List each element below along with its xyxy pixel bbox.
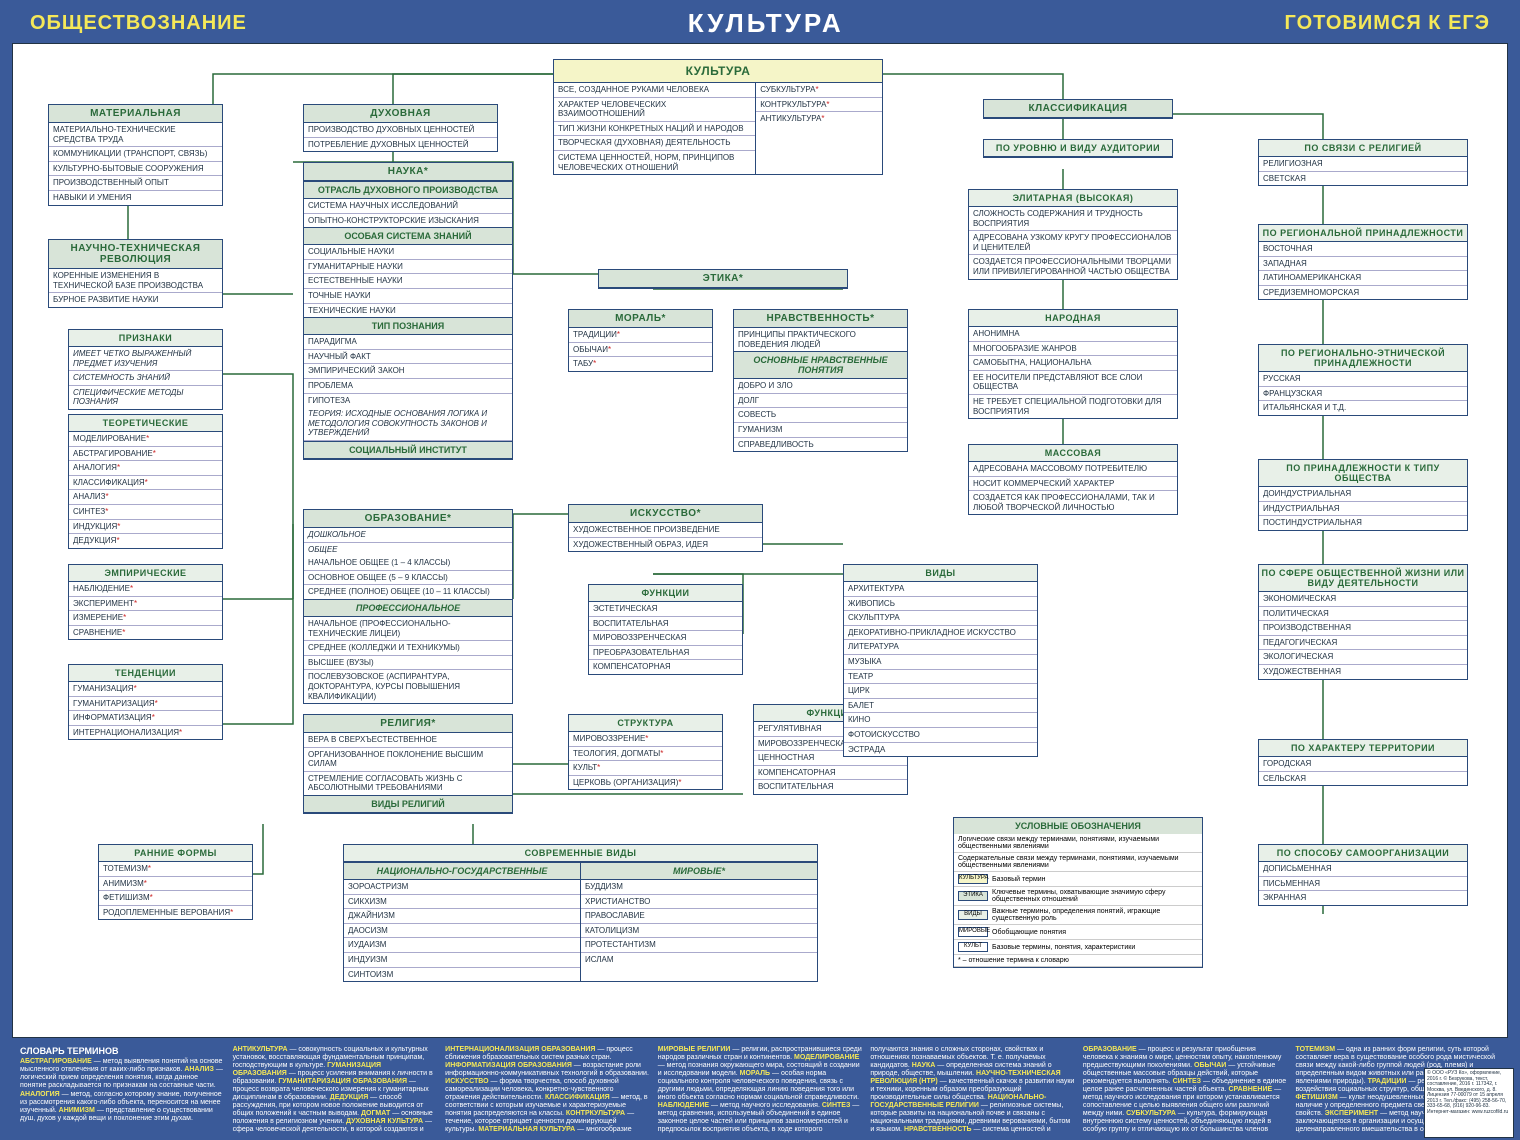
box-material: МАТЕРИАЛЬНАЯ МАТЕРИАЛЬНО-ТЕХНИЧЕСКИЕ СРЕ… — [48, 104, 223, 206]
kultura-title: КУЛЬТУРА — [554, 60, 882, 83]
gloss-4: получаются знания о сложных сторонах, св… — [870, 1046, 1075, 1130]
box-po-region: ПО РЕГИОНАЛЬНОЙ ПРИНАДЛЕЖНОСТИ ВОСТОЧНАЯ… — [1258, 224, 1468, 300]
material-rows: МАТЕРИАЛЬНО-ТЕХНИЧЕСКИЕ СРЕДСТВА ТРУДАКО… — [49, 123, 222, 205]
gloss-3: МИРОВЫЕ РЕЛИГИИ — религии, распространив… — [658, 1046, 863, 1130]
gloss-5: ОБРАЗОВАНИЕ — процесс и результат приобщ… — [1083, 1046, 1288, 1130]
box-empir: ЭМПИРИЧЕСКИЕ НАБЛЮДЕНИЕ*ЭКСПЕРИМЕНТ*ИЗМЕ… — [68, 564, 223, 640]
box-po-sfere: ПО СФЕРЕ ОБЩЕСТВЕННОЙ ЖИЗНИ ИЛИ ВИДУ ДЕЯ… — [1258, 564, 1468, 680]
header-left: ОБЩЕСТВОЗНАНИЕ — [30, 12, 247, 35]
sovrem-rows1: ЗОРОАСТРИЗМСИКХИЗМДЖАЙНИЗМДАОСИЗМИУДАИЗМ… — [344, 880, 580, 981]
box-funkcii1: ФУНКЦИИ ЭСТЕТИЧЕСКАЯВОСПИТАТЕЛЬНАЯМИРОВО… — [588, 584, 743, 675]
box-duhovnaya: ДУХОВНАЯ ПРОИЗВОДСТВО ДУХОВНЫХ ЦЕННОСТЕЙ… — [303, 104, 498, 152]
obraz-rows-i: ДОШКОЛЬНОЕОБЩЕЕ — [304, 528, 512, 556]
box-etika: ЭТИКА* — [598, 269, 848, 289]
vidy-rows: АРХИТЕКТУРАЖИВОПИСЬСКУЛЬПТУРАДЕКОРАТИВНО… — [844, 582, 1037, 756]
nauka-rows2: СОЦИАЛЬНЫЕ НАУКИГУМАНИТАРНЫЕ НАУКИЕСТЕСТ… — [304, 245, 512, 317]
po_region-rows: ВОСТОЧНАЯЗАПАДНАЯЛАТИНОАМЕРИКАНСКАЯСРЕДИ… — [1259, 242, 1467, 299]
moral-rows: ТРАДИЦИИ*ОБЫЧАИ*ТАБУ* — [569, 328, 712, 371]
nrav-rows2: ДОБРО И ЗЛОДОЛГСОВЕСТЬГУМАНИЗМСПРАВЕДЛИВ… — [734, 379, 907, 451]
box-po-tipu: ПО ПРИНАДЛЕЖНОСТИ К ТИПУ ОБЩЕСТВА ДОИНДУ… — [1258, 459, 1468, 531]
header: ОБЩЕСТВОЗНАНИЕ КУЛЬТУРА ГОТОВИМСЯ К ЕГЭ — [0, 0, 1520, 43]
box-nauka: НАУКА* ОТРАСЛЬ ДУХОВНОГО ПРОИЗВОДСТВА СИ… — [303, 162, 513, 460]
publisher-info: © ООО «РУЗ Ко», оформление, 2016 г. © Бе… — [1424, 1068, 1508, 1134]
elitar-rows: СЛОЖНОСТЬ СОДЕРЖАНИЯ И ТРУДНОСТЬ ВОСПРИЯ… — [969, 207, 1177, 279]
teoret-rows: МОДЕЛИРОВАНИЕ*АБСТРАГИРОВАНИЕ*АНАЛОГИЯ*К… — [69, 432, 222, 548]
diagram-canvas: КУЛЬТУРА ВСЕ, СОЗДАННОЕ РУКАМИ ЧЕЛОВЕКАХ… — [12, 43, 1508, 1038]
rannie-rows: ТОТЕМИЗМ*АНИМИЗМ*ФЕТИШИЗМ*РОДОПЛЕМЕННЫЕ … — [99, 862, 252, 919]
struktura-rows: МИРОВОЗЗРЕНИЕ*ТЕОЛОГИЯ, ДОГМАТЫ*КУЛЬТ*ЦЕ… — [569, 732, 722, 789]
religia-rows: ВЕРА В СВЕРХЪЕСТЕСТВЕННОЕОРГАНИЗОВАННОЕ … — [304, 733, 512, 795]
box-po-urovnyu: ПО УРОВНЮ И ВИДУ АУДИТОРИИ — [983, 139, 1173, 158]
box-sovrem: СОВРЕМЕННЫЕ ВИДЫ НАЦИОНАЛЬНО-ГОСУДАРСТВЕ… — [343, 844, 818, 982]
gloss-2: ИНТЕРНАЦИОНАЛИЗАЦИЯ ОБРАЗОВАНИЯ — процес… — [445, 1046, 650, 1130]
box-moral: МОРАЛЬ* ТРАДИЦИИ*ОБЫЧАИ*ТАБУ* — [568, 309, 713, 372]
box-nrav: НРАВСТВЕННОСТЬ* ПРИНЦИПЫ ПРАКТИЧЕСКОГО П… — [733, 309, 908, 452]
header-center: КУЛЬТУРА — [688, 8, 844, 39]
box-iskusstvo: ИСКУССТВО* ХУДОЖЕСТВЕННОЕ ПРОИЗВЕДЕНИЕХУ… — [568, 504, 763, 552]
funkcii1-rows: ЭСТЕТИЧЕСКАЯВОСПИТАТЕЛЬНАЯМИРОВОЗЗРЕНЧЕС… — [589, 602, 742, 674]
sovrem-rows2: БУДДИЗМХРИСТИАНСТВОПРАВОСЛАВИЕКАТОЛИЦИЗМ… — [581, 880, 817, 967]
nauka-rows3: ПАРАДИГМАНАУЧНЫЙ ФАКТЭМПИРИЧЕСКИЙ ЗАКОНП… — [304, 335, 512, 407]
obraz-rows2: НАЧАЛЬНОЕ (ПРОФЕССИОНАЛЬНО-ТЕХНИЧЕСКИЕ Л… — [304, 617, 512, 703]
po_etnic-rows: РУССКАЯФРАНЦУЗСКАЯИТАЛЬЯНСКАЯ И Т.Д. — [1259, 372, 1467, 415]
mass-rows: АДРЕСОВАНА МАССОВОМУ ПОТРЕБИТЕЛЮНОСИТ КО… — [969, 462, 1177, 514]
gloss-1: АНТИКУЛЬТУРА — совокупность социальных и… — [233, 1046, 438, 1130]
box-ntr: НАУЧНО-ТЕХНИЧЕСКАЯ РЕВОЛЮЦИЯ КОРЕННЫЕ ИЗ… — [48, 239, 223, 308]
box-narod: НАРОДНАЯ АНОНИМНАМНОГООБРАЗИЕ ЖАНРОВСАМО… — [968, 309, 1178, 419]
box-priznaki: ПРИЗНАКИ ИМЕЕТ ЧЕТКО ВЫРАЖЕННЫЙ ПРЕДМЕТ … — [68, 329, 223, 410]
po_samoorg-rows: ДОПИСЬМЕННАЯПИСЬМЕННАЯЭКРАННАЯ — [1259, 862, 1467, 905]
box-klass: КЛАССИФИКАЦИЯ — [983, 99, 1173, 119]
box-po-religii: ПО СВЯЗИ С РЕЛИГИЕЙ РЕЛИГИОЗНАЯСВЕТСКАЯ — [1258, 139, 1468, 186]
gloss-0: АБСТРАГИРОВАНИЕ — метод выявления поняти… — [20, 1058, 225, 1122]
po_sfere-rows: ЭКОНОМИЧЕСКАЯПОЛИТИЧЕСКАЯПРОИЗВОДСТВЕННА… — [1259, 592, 1467, 679]
box-po-terr: ПО ХАРАКТЕРУ ТЕРРИТОРИИ ГОРОДСКАЯСЕЛЬСКА… — [1258, 739, 1468, 786]
box-po-samoorg: ПО СПОСОБУ САМООРГАНИЗАЦИИ ДОПИСЬМЕННАЯП… — [1258, 844, 1468, 906]
narod-rows: АНОНИМНАМНОГООБРАЗИЕ ЖАНРОВСАМОБЫТНА, НА… — [969, 327, 1177, 418]
box-mass: МАССОВАЯ АДРЕСОВАНА МАССОВОМУ ПОТРЕБИТЕЛ… — [968, 444, 1178, 515]
duhovnaya-rows: ПРОИЗВОДСТВО ДУХОВНЫХ ЦЕННОСТЕЙПОТРЕБЛЕН… — [304, 123, 497, 151]
po_tipu-rows: ДОИНДУСТРИАЛЬНАЯИНДУСТРИАЛЬНАЯПОСТИНДУСТ… — [1259, 487, 1467, 530]
box-rannie: РАННИЕ ФОРМЫ ТОТЕМИЗМ*АНИМИЗМ*ФЕТИШИЗМ*Р… — [98, 844, 253, 920]
ntr-rows: КОРЕННЫЕ ИЗМЕНЕНИЯ В ТЕХНИЧЕСКОЙ БАЗЕ ПР… — [49, 269, 222, 307]
box-vidy: ВИДЫ АРХИТЕКТУРАЖИВОПИСЬСКУЛЬПТУРАДЕКОРА… — [843, 564, 1038, 757]
legend-rows: Логические связи между терминами, поняти… — [954, 834, 1202, 967]
empir-rows: НАБЛЮДЕНИЕ*ЭКСПЕРИМЕНТ*ИЗМЕРЕНИЕ*СРАВНЕН… — [69, 582, 222, 639]
box-struktura: СТРУКТУРА МИРОВОЗЗРЕНИЕ*ТЕОЛОГИЯ, ДОГМАТ… — [568, 714, 723, 790]
box-religia: РЕЛИГИЯ* ВЕРА В СВЕРХЪЕСТЕСТВЕННОЕОРГАНИ… — [303, 714, 513, 814]
box-elitar: ЭЛИТАРНАЯ (ВЫСОКАЯ) СЛОЖНОСТЬ СОДЕРЖАНИЯ… — [968, 189, 1178, 280]
box-kultura: КУЛЬТУРА ВСЕ, СОЗДАННОЕ РУКАМИ ЧЕЛОВЕКАХ… — [553, 59, 883, 175]
kultura-left: ВСЕ, СОЗДАННОЕ РУКАМИ ЧЕЛОВЕКАХАРАКТЕР Ч… — [554, 83, 756, 174]
po_terr-rows: ГОРОДСКАЯСЕЛЬСКАЯ — [1259, 757, 1467, 785]
box-teoret: ТЕОРЕТИЧЕСКИЕ МОДЕЛИРОВАНИЕ*АБСТРАГИРОВА… — [68, 414, 223, 549]
iskusstvo-rows: ХУДОЖЕСТВЕННОЕ ПРОИЗВЕДЕНИЕХУДОЖЕСТВЕННЫ… — [569, 523, 762, 551]
nrav-rows1: ПРИНЦИПЫ ПРАКТИЧЕСКОГО ПОВЕДЕНИЯ ЛЮДЕЙ — [734, 328, 907, 351]
obraz-rows1: НАЧАЛЬНОЕ ОБЩЕЕ (1 – 4 КЛАССЫ)ОСНОВНОЕ О… — [304, 556, 512, 599]
priznaki-rows: ИМЕЕТ ЧЕТКО ВЫРАЖЕННЫЙ ПРЕДМЕТ ИЗУЧЕНИЯС… — [69, 347, 222, 409]
glossary: СЛОВАРЬ ТЕРМИНОВ АБСТРАГИРОВАНИЕ — метод… — [12, 1042, 1508, 1134]
kultura-right: СУБКУЛЬТУРА*КОНТРКУЛЬТУРА*АНТИКУЛЬТУРА* — [756, 83, 882, 174]
box-po-etnic: ПО РЕГИОНАЛЬНО-ЭТНИЧЕСКОЙ ПРИНАДЛЕЖНОСТИ… — [1258, 344, 1468, 416]
nauka-rows1: СИСТЕМА НАУЧНЫХ ИССЛЕДОВАНИЙОПЫТНО-КОНСТ… — [304, 199, 512, 227]
box-tendencii: ТЕНДЕНЦИИ ГУМАНИЗАЦИЯ*ГУМАНИТАРИЗАЦИЯ*ИН… — [68, 664, 223, 740]
legend: УСЛОВНЫЕ ОБОЗНАЧЕНИЯ Логические связи ме… — [953, 817, 1203, 968]
header-right: ГОТОВИМСЯ К ЕГЭ — [1285, 12, 1490, 35]
box-obraz: ОБРАЗОВАНИЕ* ДОШКОЛЬНОЕОБЩЕЕ НАЧАЛЬНОЕ О… — [303, 509, 513, 704]
po_religii-rows: РЕЛИГИОЗНАЯСВЕТСКАЯ — [1259, 157, 1467, 185]
tendencii-rows: ГУМАНИЗАЦИЯ*ГУМАНИТАРИЗАЦИЯ*ИНФОРМАТИЗАЦ… — [69, 682, 222, 739]
